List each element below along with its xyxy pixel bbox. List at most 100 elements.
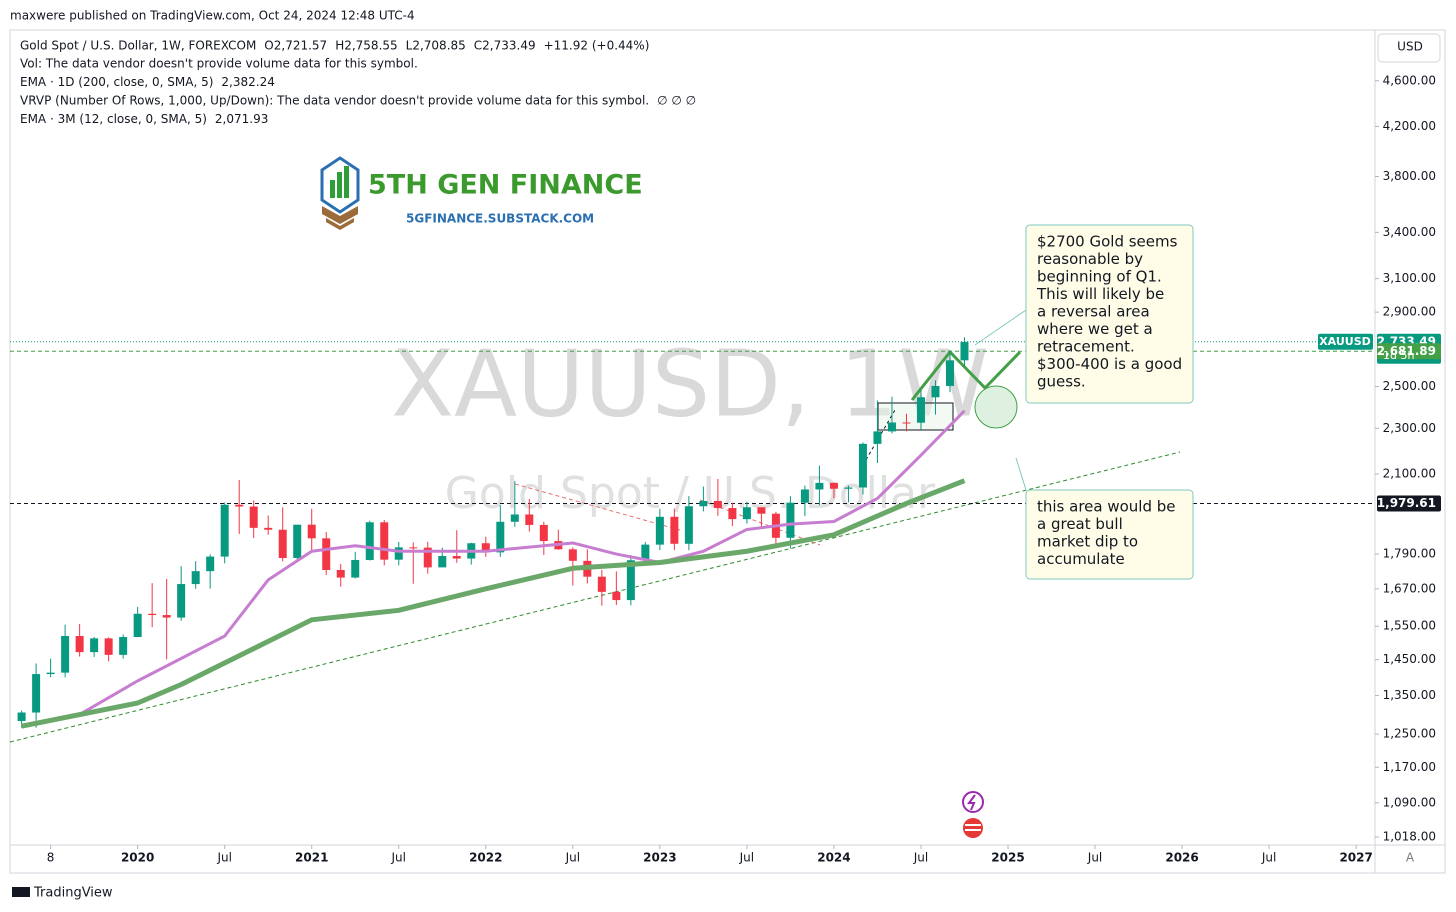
y-tick-label: 1,550.00: [1383, 619, 1436, 633]
candle-body: [945, 360, 954, 386]
candle-body: [452, 556, 461, 559]
candle-body: [119, 637, 128, 655]
candle-body: [249, 506, 258, 528]
candle-body: [481, 543, 490, 553]
x-tick-label: 2025: [991, 851, 1024, 865]
x-tick-label: Jul: [391, 851, 406, 865]
y-tick-label: 2,300.00: [1383, 421, 1436, 435]
price-label: 2,681.89: [1377, 344, 1436, 358]
candle-body: [177, 584, 186, 618]
candle-body: [496, 521, 505, 553]
candle-body: [713, 500, 722, 509]
y-tick-label: 1,090.00: [1383, 795, 1436, 809]
y-tick-label: 2,500.00: [1383, 379, 1436, 393]
candle-body: [61, 636, 70, 673]
projection-arrow: [910, 349, 1022, 401]
candle-body: [104, 638, 113, 655]
axis-auto[interactable]: A: [1406, 851, 1415, 865]
candle-body: [728, 508, 737, 520]
candle-body: [815, 482, 824, 490]
y-tick-label: 1,350.00: [1383, 688, 1436, 702]
candle-body: [829, 482, 838, 489]
ohlc-value: +11.92 (+0.44%): [544, 39, 650, 53]
ohlc-value: C2,733.49: [474, 39, 536, 53]
currency-box[interactable]: [1377, 33, 1441, 63]
indicator-value: ∅ ∅ ∅: [657, 94, 696, 108]
y-tick-label: 2,100.00: [1383, 466, 1436, 480]
candle-body: [409, 547, 418, 549]
price-label: 1,979.61: [1377, 496, 1436, 510]
target-circle: [974, 385, 1018, 429]
x-tick-label: Jul: [1087, 851, 1102, 865]
x-tick-label: 2023: [643, 851, 676, 865]
candle-body: [887, 422, 896, 432]
candle-body: [844, 487, 853, 489]
candle-body: [90, 638, 99, 653]
candle-body: [206, 556, 215, 572]
candle-body: [742, 507, 751, 520]
indicator-value: 2,382.24: [221, 75, 274, 89]
candle-body: [307, 524, 316, 539]
callout-text: a great bull: [1037, 515, 1123, 533]
candle-body: [902, 422, 911, 424]
candle-body: [612, 591, 621, 601]
candle-body: [438, 556, 447, 568]
candle-body: [655, 516, 664, 545]
x-tick-label: 2024: [817, 851, 850, 865]
x-tick-label: 2026: [1165, 851, 1198, 865]
y-tick-label: 3,800.00: [1383, 169, 1436, 183]
indicator-name: EMA · 3M (12, close, 0, SMA, 5): [20, 112, 207, 126]
logo-title: 5TH GEN FINANCE: [368, 170, 643, 201]
y-tick-label: 3,100.00: [1383, 271, 1436, 285]
y-tick-label: 1,670.00: [1383, 581, 1436, 595]
candle-body: [191, 571, 200, 585]
x-tick-label: Jul: [565, 851, 580, 865]
callout-text: guess.: [1037, 373, 1086, 391]
event-icons: [962, 791, 984, 838]
candle-body: [423, 547, 432, 568]
y-tick-label: 1,790.00: [1383, 547, 1436, 561]
price-label-bg: [1377, 495, 1441, 512]
y-tick-label: 1,018.00: [1383, 830, 1436, 844]
x-tick-label: Jul: [216, 851, 231, 865]
candle-body: [916, 397, 925, 423]
trend-line: [514, 483, 681, 531]
candle-body: [148, 613, 157, 616]
y-tick-label: 3,400.00: [1383, 225, 1436, 239]
callout-text: beginning of Q1.: [1037, 268, 1162, 286]
candle-body: [394, 547, 403, 560]
callout-text: reasonable by: [1037, 250, 1143, 268]
candle-body: [220, 504, 229, 557]
footer: TradingView: [33, 886, 113, 901]
callout-box: [1025, 489, 1194, 580]
candle-body: [264, 527, 273, 530]
candle-body: [278, 529, 287, 558]
symbol-line: Gold Spot / U.S. Dollar, 1W, FOREXCOM: [20, 39, 256, 53]
callout-text: market dip to: [1037, 533, 1138, 551]
price-label-bg: [1377, 343, 1441, 360]
y-tick-label: 1,450.00: [1383, 652, 1436, 666]
frame: [9, 29, 1446, 874]
candle-body: [322, 538, 331, 570]
candle-body: [960, 341, 969, 361]
x-tick-label: 2027: [1339, 851, 1372, 865]
ema-line: [21, 409, 966, 728]
candle-body: [235, 504, 244, 507]
symbol-label: XAUUSD: [1319, 335, 1371, 348]
y-tick-label: 1,250.00: [1383, 727, 1436, 741]
currency: USD: [1397, 40, 1423, 54]
x-tick-label: 2022: [469, 851, 502, 865]
candle-body: [757, 507, 766, 514]
candle-body: [365, 522, 374, 560]
tv-logo: [12, 887, 30, 897]
x-tick-label: 2021: [295, 851, 328, 865]
callout-text: retracement.: [1037, 338, 1135, 356]
candle-body: [670, 516, 679, 544]
candle-body: [597, 576, 606, 592]
callout-pointer: [974, 309, 1027, 346]
callout-pointer: [1015, 457, 1027, 491]
x-tick-label: Jul: [1261, 851, 1276, 865]
y-tick-label: 2,900.00: [1383, 305, 1436, 319]
candle-body: [568, 549, 577, 561]
logo-icon: [320, 156, 360, 230]
